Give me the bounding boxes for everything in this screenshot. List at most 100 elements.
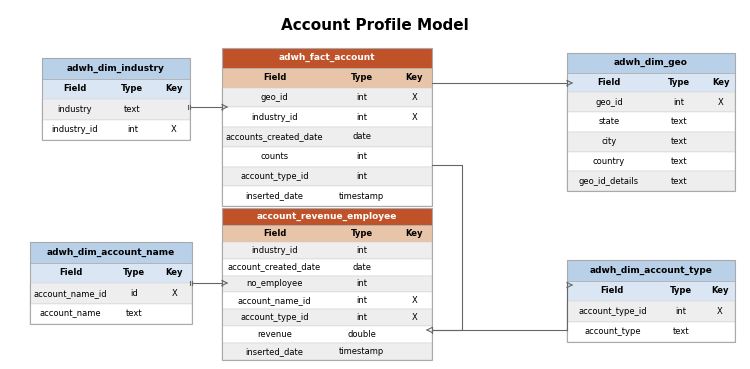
Bar	[222, 48, 432, 206]
Text: Key: Key	[406, 73, 423, 82]
Text: adwh_dim_geo: adwh_dim_geo	[614, 58, 688, 68]
Bar	[30, 283, 192, 303]
Bar	[222, 242, 432, 259]
Text: country: country	[592, 157, 626, 166]
Bar	[222, 147, 432, 166]
Bar	[222, 166, 432, 186]
Text: Field: Field	[262, 73, 286, 82]
Text: int: int	[356, 313, 368, 322]
Text: industry_id: industry_id	[51, 125, 98, 134]
Bar	[222, 343, 432, 360]
Text: inserted_date: inserted_date	[245, 192, 304, 201]
Text: text: text	[670, 177, 687, 186]
Bar	[222, 259, 432, 276]
Bar	[567, 53, 735, 73]
Bar	[567, 73, 735, 92]
Text: account_type_id: account_type_id	[240, 172, 309, 181]
Text: Type: Type	[122, 84, 143, 93]
Bar	[222, 208, 432, 360]
Text: industry: industry	[57, 105, 92, 114]
Text: text: text	[670, 137, 687, 146]
Text: int: int	[356, 152, 368, 161]
Text: X: X	[171, 289, 177, 298]
Bar	[567, 152, 735, 171]
Bar	[222, 48, 432, 68]
Bar	[222, 68, 432, 87]
Text: Key: Key	[712, 78, 730, 87]
Text: state: state	[598, 117, 619, 127]
Text: Key: Key	[165, 84, 182, 93]
Text: Type: Type	[122, 268, 145, 277]
Text: Type: Type	[350, 229, 373, 238]
Bar	[42, 99, 190, 120]
Text: text: text	[673, 327, 689, 336]
Text: account_created_date: account_created_date	[228, 263, 321, 272]
Text: Type: Type	[668, 78, 690, 87]
Bar	[222, 293, 432, 309]
Text: int: int	[356, 113, 368, 122]
Bar	[567, 171, 735, 191]
Text: Field: Field	[262, 229, 286, 238]
Text: Type: Type	[350, 73, 373, 82]
Text: Key: Key	[166, 268, 183, 277]
Bar	[222, 107, 432, 127]
Bar	[30, 242, 192, 262]
Text: timestamp: timestamp	[339, 192, 384, 201]
Text: counts: counts	[260, 152, 289, 161]
Bar	[222, 87, 432, 107]
Text: Field: Field	[63, 84, 86, 93]
Text: int: int	[356, 296, 368, 306]
Text: no_employee: no_employee	[246, 279, 303, 289]
Text: id: id	[130, 289, 137, 298]
Text: inserted_date: inserted_date	[245, 347, 304, 356]
Text: int: int	[356, 93, 368, 102]
Bar	[567, 112, 735, 132]
Text: X: X	[411, 296, 417, 306]
Bar	[42, 58, 190, 79]
Text: Field: Field	[601, 286, 624, 295]
Text: city: city	[602, 137, 616, 146]
Text: Account Profile Model: Account Profile Model	[281, 18, 469, 33]
Text: int: int	[356, 172, 368, 181]
Bar	[567, 280, 735, 301]
Text: accounts_created_date: accounts_created_date	[226, 132, 323, 141]
Bar	[222, 225, 432, 242]
Text: account_revenue_employee: account_revenue_employee	[256, 212, 398, 221]
Bar	[567, 132, 735, 152]
Bar	[222, 309, 432, 326]
Text: X: X	[411, 93, 417, 102]
Text: account_name: account_name	[40, 309, 101, 318]
Text: text: text	[125, 309, 142, 318]
Bar	[567, 260, 735, 342]
Text: X: X	[718, 98, 724, 107]
Text: adwh_fact_account: adwh_fact_account	[279, 53, 375, 62]
Bar	[222, 208, 432, 225]
Text: X: X	[717, 307, 723, 316]
Text: geo_id: geo_id	[596, 98, 622, 107]
Text: timestamp: timestamp	[339, 347, 384, 356]
Bar	[30, 262, 192, 283]
Text: account_type_id: account_type_id	[240, 313, 309, 322]
Text: X: X	[171, 125, 176, 134]
Bar	[567, 321, 735, 342]
Text: revenue: revenue	[257, 330, 292, 339]
Bar	[567, 53, 735, 191]
Text: Type: Type	[670, 286, 692, 295]
Text: text: text	[124, 105, 140, 114]
Bar	[222, 186, 432, 206]
Bar	[222, 326, 432, 343]
Text: int: int	[356, 246, 368, 255]
Bar	[42, 79, 190, 99]
Text: industry_id: industry_id	[251, 246, 298, 255]
Text: X: X	[411, 313, 417, 322]
Text: date: date	[352, 263, 371, 272]
Bar	[42, 58, 190, 140]
Text: date: date	[352, 132, 371, 141]
Bar	[30, 242, 192, 324]
Text: Key: Key	[406, 229, 423, 238]
Text: Field: Field	[597, 78, 621, 87]
Text: geo_id: geo_id	[261, 93, 288, 102]
Text: text: text	[670, 117, 687, 127]
Bar	[30, 303, 192, 324]
Text: account_name_id: account_name_id	[238, 296, 311, 306]
